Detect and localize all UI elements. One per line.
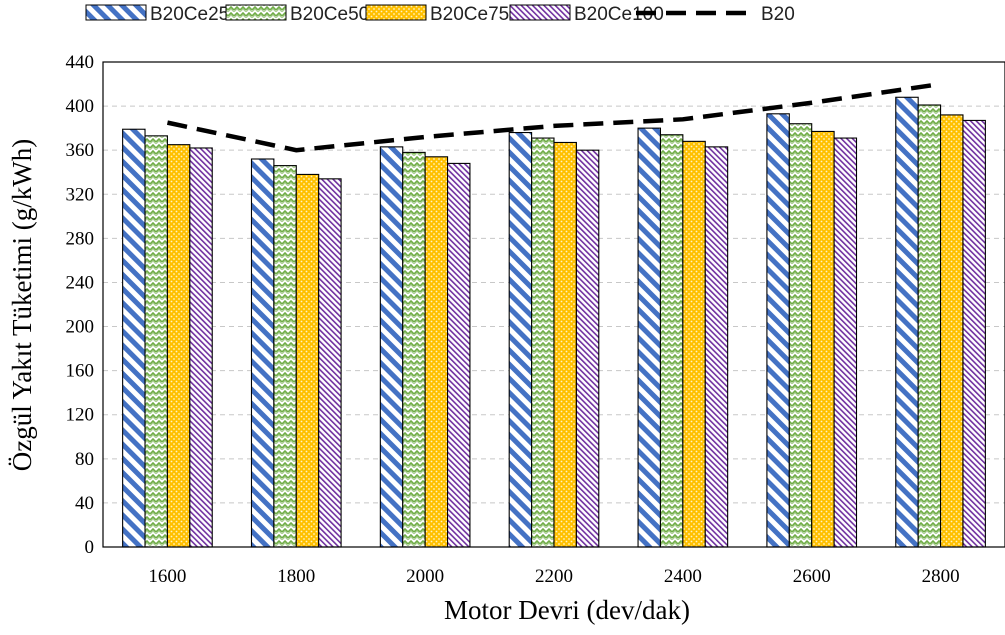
bar-b20ce100 bbox=[704, 146, 729, 548]
y-tick-label: 440 bbox=[66, 52, 95, 73]
legend-label: B20Ce75 bbox=[430, 4, 509, 25]
y-tick-label: 200 bbox=[66, 317, 95, 338]
x-axis-title: Motor Devri (dev/dak) bbox=[444, 595, 690, 625]
bar-b20ce100 bbox=[446, 162, 471, 548]
y-tick-label: 40 bbox=[75, 493, 94, 514]
bar-b20ce75 bbox=[295, 173, 320, 548]
x-tick-label: 2200 bbox=[535, 566, 573, 587]
legend-label: B20 bbox=[761, 4, 795, 25]
y-tick-label: 400 bbox=[66, 96, 95, 117]
x-tick-label: 1600 bbox=[148, 566, 186, 587]
bar-b20ce100 bbox=[833, 137, 858, 548]
legend-item-b20ce100: B20Ce100 bbox=[509, 4, 664, 25]
legend-label: B20Ce50 bbox=[290, 4, 369, 25]
bar-b20ce50 bbox=[273, 165, 297, 548]
x-tick-labels: 1600 1800 2000 2200 2400 2600 2800 bbox=[148, 566, 959, 587]
y-tick-labels: 0 40 80 120 160 200 240 280 320 360 400 440 bbox=[66, 52, 95, 558]
x-tick-label: 2600 bbox=[793, 566, 831, 587]
bar-b20ce50 bbox=[788, 123, 813, 548]
bar-b20ce50 bbox=[531, 137, 555, 548]
bar-b20ce25 bbox=[766, 113, 790, 548]
y-tick-label: 0 bbox=[85, 537, 95, 558]
bar-b20ce100 bbox=[189, 147, 213, 548]
y-axis-title: Özgül Yakıt Tüketimi (g/kWh) bbox=[7, 139, 37, 471]
line-b20 bbox=[166, 81, 941, 153]
bar-b20ce75 bbox=[682, 140, 706, 548]
legend-label: B20Ce100 bbox=[574, 4, 664, 25]
bar-b20ce50 bbox=[402, 151, 426, 548]
bar-b20ce25 bbox=[250, 158, 275, 548]
legend-item-b20ce25: B20Ce25 bbox=[85, 4, 229, 25]
bar-b20ce100 bbox=[962, 119, 986, 548]
legend: B20Ce25 B20Ce50 B20Ce75 B20Ce100 B20 bbox=[85, 4, 795, 25]
bar-b20ce25 bbox=[637, 127, 662, 548]
legend-item-b20: B20 bbox=[636, 4, 795, 25]
y-tick-label: 80 bbox=[75, 449, 94, 470]
plot-frame bbox=[102, 61, 1005, 548]
bar-b20ce25 bbox=[379, 146, 404, 548]
bar-b20ce50 bbox=[917, 104, 942, 548]
y-tick-label: 320 bbox=[66, 184, 95, 205]
x-tick-label: 2000 bbox=[406, 566, 444, 587]
bar-b20ce75 bbox=[940, 114, 964, 548]
bar-b20ce25 bbox=[508, 131, 533, 548]
legend-swatch bbox=[365, 4, 427, 21]
legend-swatch bbox=[225, 4, 287, 21]
legend-item-b20ce50: B20Ce50 bbox=[225, 4, 369, 25]
bar-b20ce75 bbox=[424, 156, 449, 548]
y-tick-label: 120 bbox=[66, 405, 95, 426]
legend-label: B20Ce25 bbox=[150, 4, 229, 25]
bar-b20ce50 bbox=[144, 135, 168, 548]
bar-b20ce25 bbox=[122, 128, 146, 548]
legend-swatch bbox=[509, 4, 571, 21]
x-tick-label: 2800 bbox=[922, 566, 960, 587]
bars bbox=[122, 96, 986, 548]
bar-b20ce75 bbox=[553, 141, 577, 548]
y-tick-label: 360 bbox=[66, 140, 95, 161]
y-tick-label: 240 bbox=[66, 272, 95, 293]
legend-swatch bbox=[85, 4, 147, 21]
x-tick-label: 2400 bbox=[664, 566, 702, 587]
bar-b20ce75 bbox=[166, 144, 191, 548]
y-tick-label: 160 bbox=[66, 361, 95, 382]
x-tick-label: 1800 bbox=[277, 566, 315, 587]
y-tick-label: 280 bbox=[66, 228, 95, 249]
bar-b20ce100 bbox=[318, 178, 342, 548]
bar-b20ce25 bbox=[895, 96, 919, 548]
legend-item-b20ce75: B20Ce75 bbox=[365, 4, 509, 25]
bar-b20ce75 bbox=[811, 130, 835, 548]
bar-b20ce100 bbox=[575, 149, 600, 548]
lines bbox=[166, 81, 941, 153]
bar-b20ce50 bbox=[659, 134, 684, 548]
